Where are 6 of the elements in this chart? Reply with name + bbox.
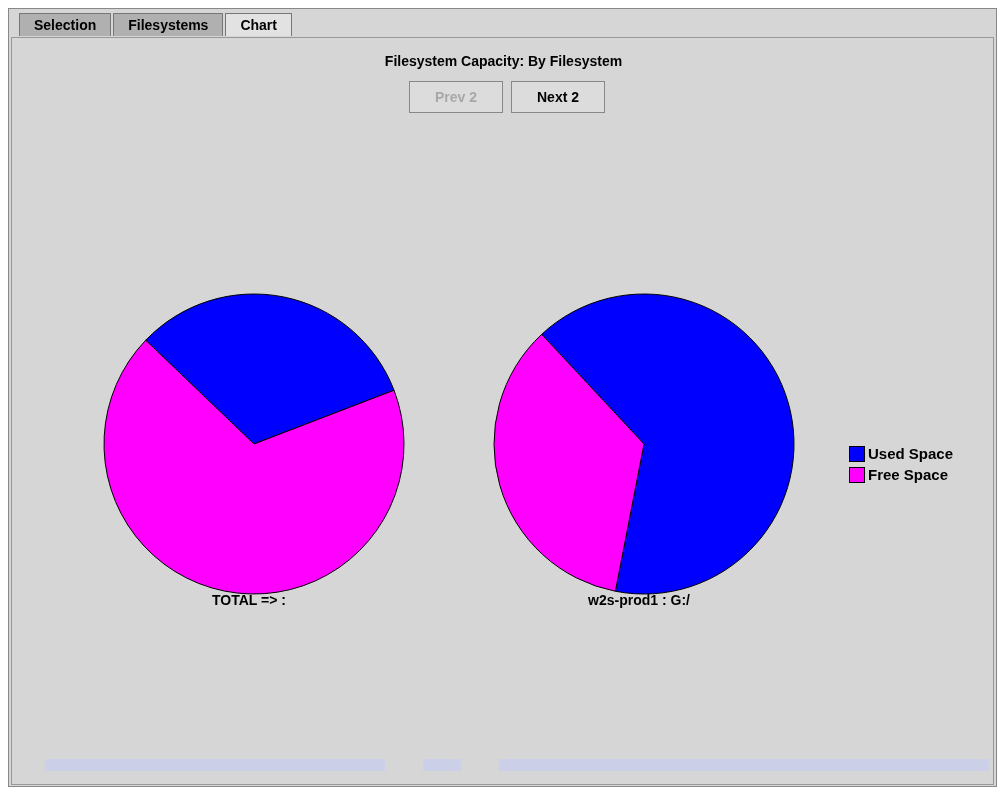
slice-label: w2s-prod1 : G:/ [587,592,691,608]
chart-title: Filesystem Capacity: By Filesystem [383,53,624,69]
text: Next 2 [511,81,605,113]
slice-label: TOTAL => : [211,592,287,608]
legend-label: Free Space [868,466,949,483]
legend-label: Used Space [868,445,954,462]
